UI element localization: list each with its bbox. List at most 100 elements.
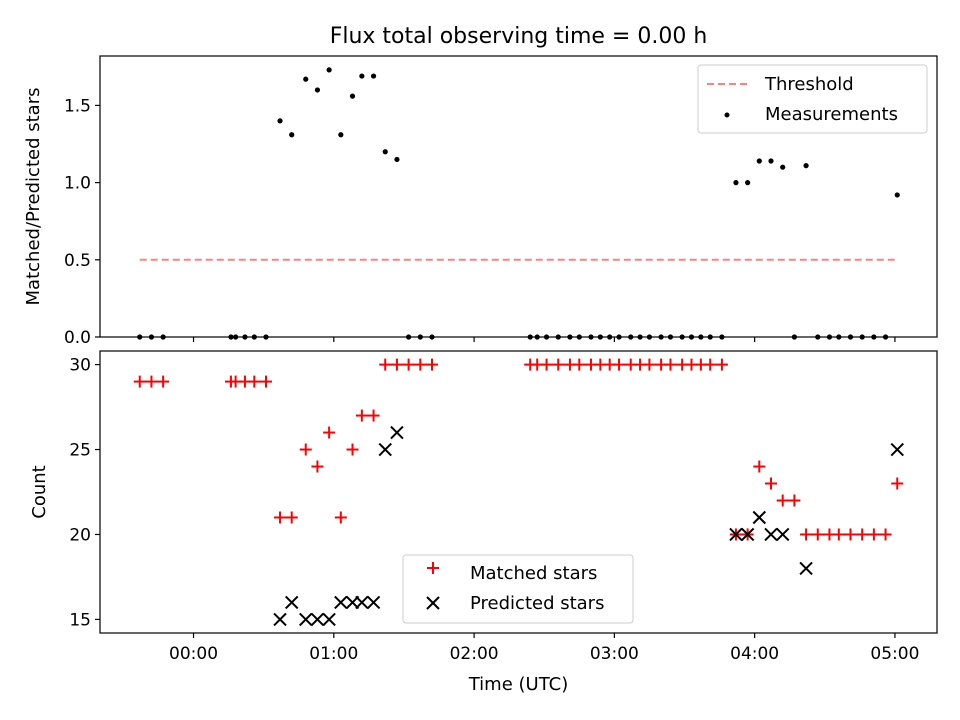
legend-matched-label: Matched stars xyxy=(470,563,597,584)
bottom-y-tick-label: 20 xyxy=(69,525,91,545)
bottom-x-axis: 00:00 01:00 02:00 03:00 04:00 05:00 xyxy=(169,633,919,664)
matched-star-marker xyxy=(832,528,845,541)
predicted-star-marker xyxy=(322,612,336,627)
top-legend-box xyxy=(697,64,928,134)
measurement-point xyxy=(277,118,283,124)
matched-star-marker xyxy=(540,358,553,371)
matched-star-marker xyxy=(274,511,287,524)
legend-predicted-swatch xyxy=(426,596,440,610)
matched-star-marker xyxy=(788,494,801,507)
measurement-point xyxy=(349,93,356,99)
predicted-star-marker xyxy=(729,527,743,542)
bottom-plot-marks xyxy=(133,358,904,627)
bottom-x-tick-label: 02:00 xyxy=(450,644,499,664)
bottom-x-tick-label: 04:00 xyxy=(730,644,779,664)
measurement-point xyxy=(745,180,751,186)
top-plot-frame xyxy=(99,55,938,338)
matched-star-marker xyxy=(334,511,347,524)
legend-threshold-label: Threshold xyxy=(764,74,854,95)
matched-star-marker xyxy=(879,528,892,541)
matched-star-marker xyxy=(299,443,312,456)
matched-star-marker xyxy=(891,477,904,490)
matched-star-marker xyxy=(157,375,170,388)
predicted-star-marker xyxy=(775,527,790,542)
predicted-star-marker xyxy=(285,595,299,610)
matched-star-marker xyxy=(355,409,368,422)
figure-title: Flux total observing time = 0.00 h xyxy=(330,24,708,49)
matched-star-marker xyxy=(573,358,586,371)
bottom-x-tick-label: 03:00 xyxy=(590,644,639,664)
measurement-point xyxy=(733,180,739,186)
top-y-tick-label: 0.0 xyxy=(64,328,91,348)
top-y-tick-label: 1.5 xyxy=(64,96,91,116)
legend-matched-swatch xyxy=(427,562,439,574)
matched-star-marker xyxy=(844,528,857,541)
bottom-x-tick-label: 01:00 xyxy=(309,644,358,664)
matched-star-marker xyxy=(402,358,415,371)
matched-star-marker xyxy=(856,528,869,541)
predicted-star-marker xyxy=(310,612,325,627)
matched-star-marker xyxy=(260,375,273,388)
bottom-plot-frame xyxy=(99,350,938,634)
matched-star-marker xyxy=(552,358,565,371)
top-y-tick-label: 0.5 xyxy=(64,251,91,271)
predicted-star-marker xyxy=(355,595,369,610)
matched-star-marker xyxy=(811,528,824,541)
matched-star-marker xyxy=(776,494,789,507)
predicted-star-marker xyxy=(390,425,404,440)
bottom-y-tick-label: 25 xyxy=(69,441,91,461)
matched-star-marker xyxy=(133,375,146,388)
bottom-y-axis-label: Count xyxy=(29,465,50,518)
top-panel: 0.0 0.5 1.0 1.5 Matched/Predicted stars Thr… xyxy=(23,55,938,348)
bottom-y-axis: 15 20 25 30 xyxy=(69,356,100,630)
matched-star-marker xyxy=(323,426,336,439)
bottom-y-tick-label: 15 xyxy=(69,610,91,630)
matched-star-marker xyxy=(613,358,626,371)
matched-star-marker xyxy=(664,358,677,371)
measurement-point xyxy=(894,192,900,198)
predicted-star-marker xyxy=(273,612,287,627)
matched-star-marker xyxy=(390,358,403,371)
top-y-axis-label: Matched/Predicted stars xyxy=(23,88,44,306)
bottom-x-tick-label: 05:00 xyxy=(870,644,919,664)
matched-star-marker xyxy=(285,511,298,524)
measurement-point xyxy=(289,132,295,138)
bottom-x-tick-label: 00:00 xyxy=(169,644,218,664)
matched-star-marker xyxy=(765,477,778,490)
measurement-point xyxy=(382,149,388,155)
measurement-point xyxy=(756,158,762,164)
matched-star-marker xyxy=(800,528,813,541)
matched-star-marker xyxy=(643,358,656,371)
matched-star-marker xyxy=(704,358,717,371)
measurement-point xyxy=(370,73,377,79)
top-legend: Threshold Measurements xyxy=(697,64,928,134)
legend-measurements-label: Measurements xyxy=(765,104,898,125)
matched-star-marker xyxy=(145,375,158,388)
matched-star-marker xyxy=(346,443,359,456)
matched-star-marker xyxy=(367,409,380,422)
bottom-legend: Matched stars Predicted stars xyxy=(402,554,634,624)
measurement-point xyxy=(394,156,400,163)
legend-measurements-swatch xyxy=(724,112,730,118)
matched-star-marker xyxy=(425,358,438,371)
top-y-tick-label: 1.0 xyxy=(64,174,91,194)
measurement-point xyxy=(768,158,774,164)
measurement-point xyxy=(338,132,344,138)
measurement-point xyxy=(803,163,809,169)
bottom-y-tick-label: 30 xyxy=(69,356,91,376)
bottom-x-axis-label: Time (UTC) xyxy=(468,674,569,695)
matched-star-marker xyxy=(414,358,427,371)
measurement-point xyxy=(303,76,309,82)
predicted-star-marker xyxy=(799,561,813,576)
matched-star-marker xyxy=(311,460,324,473)
measurement-point xyxy=(326,67,332,73)
predicted-star-marker xyxy=(334,595,348,610)
bottom-legend-box xyxy=(402,554,634,624)
predicted-star-marker xyxy=(752,510,767,525)
predicted-star-marker xyxy=(378,442,392,457)
predicted-star-marker xyxy=(740,527,755,542)
predicted-star-marker xyxy=(366,595,381,610)
matched-star-marker xyxy=(753,460,766,473)
